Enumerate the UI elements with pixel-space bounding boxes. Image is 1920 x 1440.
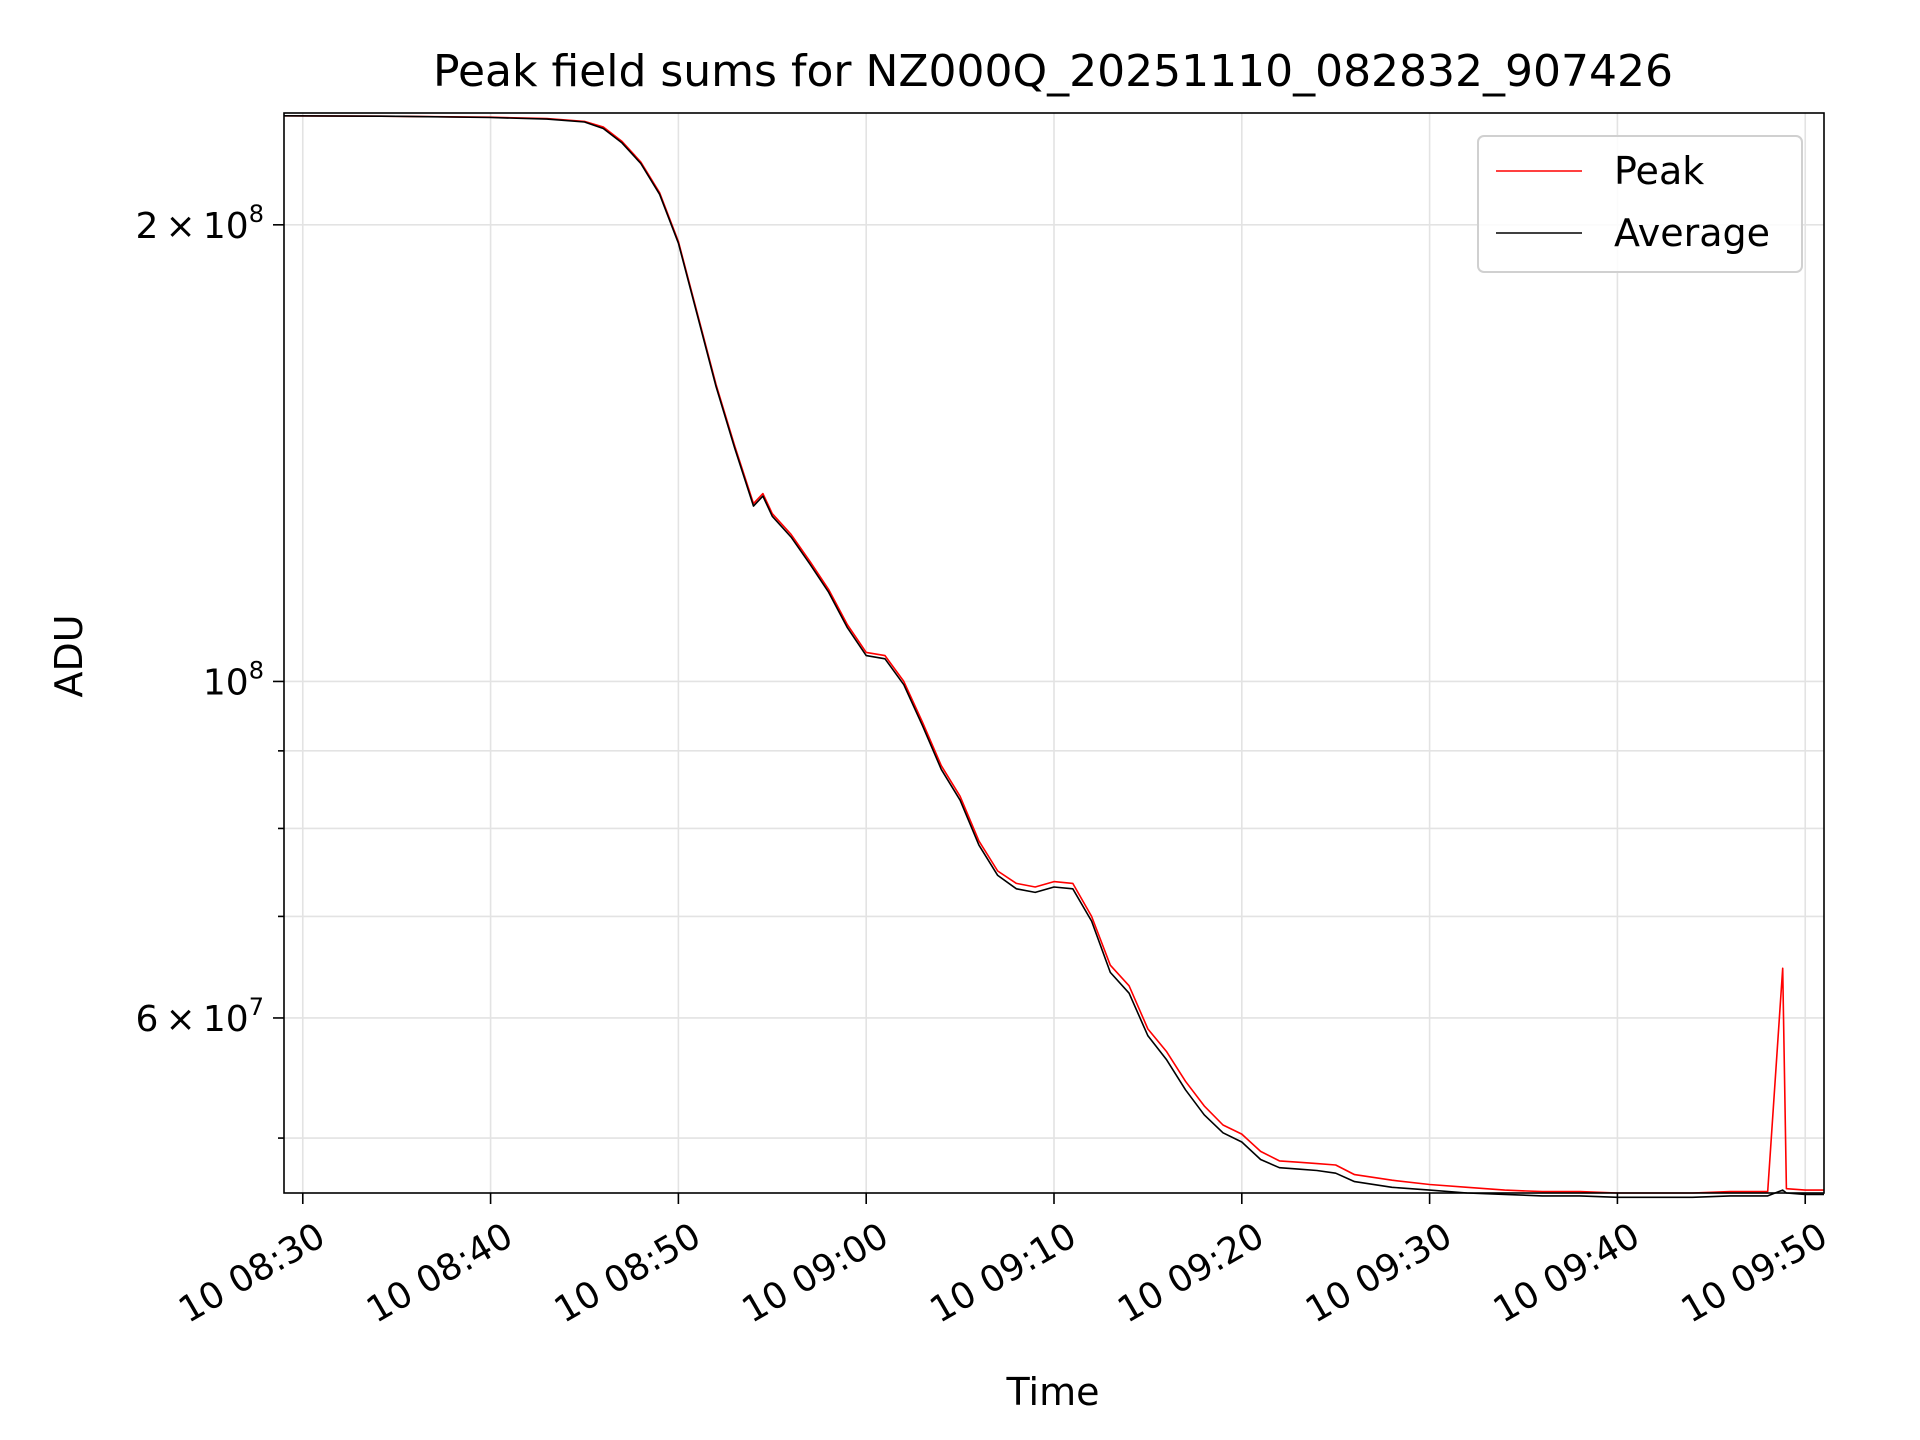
x-axis-label: Time xyxy=(1006,1370,1100,1414)
legend-box xyxy=(1477,135,1803,273)
y-tick-label: 2 × 108 xyxy=(135,200,264,247)
legend-label-average: Average xyxy=(1614,211,1770,255)
y-axis-ticks: 2 × 108 108 6 × 107 xyxy=(135,200,284,1139)
series-lines xyxy=(283,115,1824,1199)
chart-title: Peak field sums for NZ000Q_20251110_0828… xyxy=(433,46,1673,97)
series-line-average xyxy=(283,115,1824,1199)
legend-label-peak: Peak xyxy=(1614,149,1704,193)
y-axis-label: ADU xyxy=(47,614,91,697)
y-tick-label: 6 × 107 xyxy=(135,993,264,1040)
legend: Peak Average xyxy=(1477,135,1803,273)
y-tick-label: 108 xyxy=(203,656,264,703)
